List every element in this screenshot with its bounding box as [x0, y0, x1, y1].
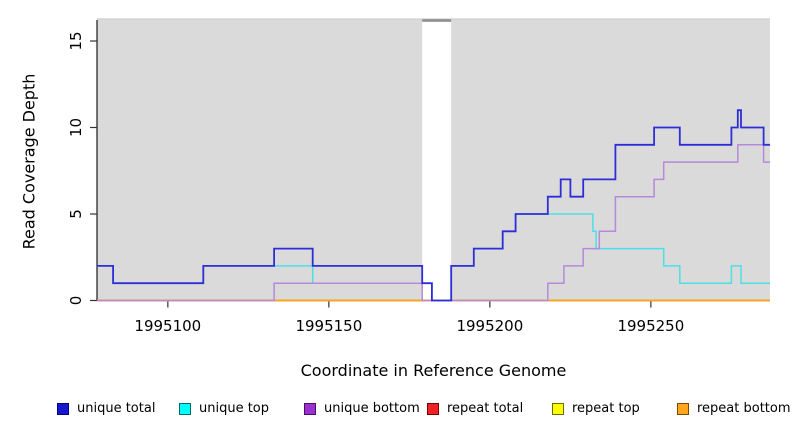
legend-label: repeat top [572, 401, 640, 416]
legend-label: repeat bottom [697, 401, 791, 416]
series-line-unique-total [97, 109, 770, 302]
legend-item-repeat-bottom: repeat bottom [677, 401, 791, 417]
x-tick-label: 1995250 [617, 317, 684, 335]
y-axis-title: Read Coverage Depth [19, 73, 39, 250]
legend-item-repeat-top: repeat top [552, 401, 640, 417]
panel-top-border [97, 18, 770, 20]
legend-item-unique-top: unique top [179, 401, 269, 417]
y-tick-label: 0 [67, 296, 85, 306]
legend-label: repeat total [447, 401, 524, 416]
legend-swatch-icon [677, 403, 689, 415]
gap-band-cap [422, 19, 452, 22]
legend: unique total unique top unique bottom repea… [0, 401, 792, 423]
y-tick-label: 10 [67, 118, 85, 137]
legend-item-repeat-total: repeat total [427, 401, 523, 417]
x-axis-title: Coordinate in Reference Genome [300, 361, 567, 380]
series-line-unique-bottom [97, 144, 770, 302]
x-tick-label: 1995200 [456, 317, 523, 335]
legend-label: unique top [199, 401, 270, 416]
x-tick-label: 1995150 [295, 317, 362, 335]
legend-item-unique-bottom: unique bottom [304, 401, 420, 417]
x-tick-label: 1995100 [134, 317, 201, 335]
legend-swatch-icon [179, 403, 191, 415]
y-tick-label: 5 [67, 209, 85, 219]
coverage-gap-band [422, 21, 452, 301]
legend-label: unique bottom [324, 401, 420, 416]
legend-swatch-icon [427, 403, 439, 415]
legend-label: unique total [77, 401, 156, 416]
legend-item-unique-total: unique total [57, 401, 155, 417]
legend-swatch-icon [304, 403, 316, 415]
legend-swatch-icon [552, 403, 564, 415]
legend-swatch-icon [57, 403, 69, 415]
y-tick-label: 15 [67, 31, 85, 50]
